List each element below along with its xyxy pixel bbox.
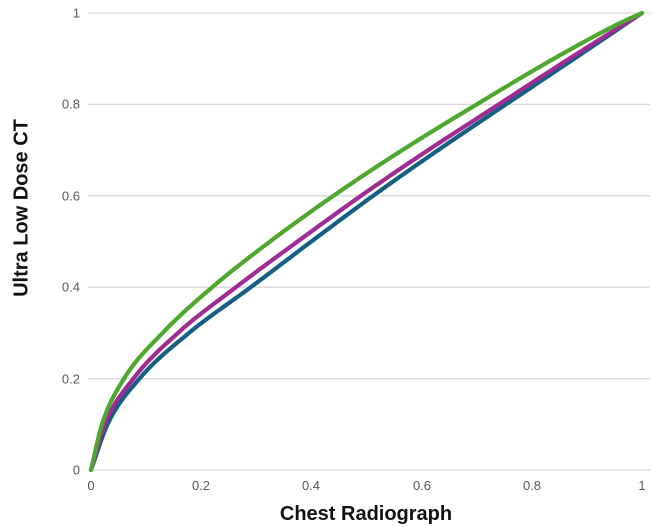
y-tick-label-1: 1: [72, 5, 80, 21]
magenta-curve: [88, 10, 645, 473]
y-axis-title: Ultra Low Dose CT: [10, 119, 33, 297]
x-tick-label-0-6: 0.6: [412, 478, 432, 493]
y-tick-label-0-2: 0.2: [61, 371, 80, 387]
blue-curve: [88, 10, 645, 473]
y-tick-label-0-4: 0.4: [61, 279, 80, 295]
x-tick-label-0-8: 0.8: [522, 478, 542, 493]
x-tick-label-1: 1: [638, 478, 646, 493]
green-curve: [88, 10, 645, 473]
y-tick-label-0-8: 0.8: [61, 96, 80, 112]
x-tick-label-0: 0: [87, 478, 95, 493]
x-tick-label-0-4: 0.4: [301, 478, 321, 493]
y-tick-label-0: 0: [72, 462, 80, 478]
y-tick-label-0-6: 0.6: [61, 188, 80, 204]
x-axis-title: Chest Radiograph: [279, 503, 453, 525]
x-tick-label-0-2: 0.2: [191, 478, 211, 493]
